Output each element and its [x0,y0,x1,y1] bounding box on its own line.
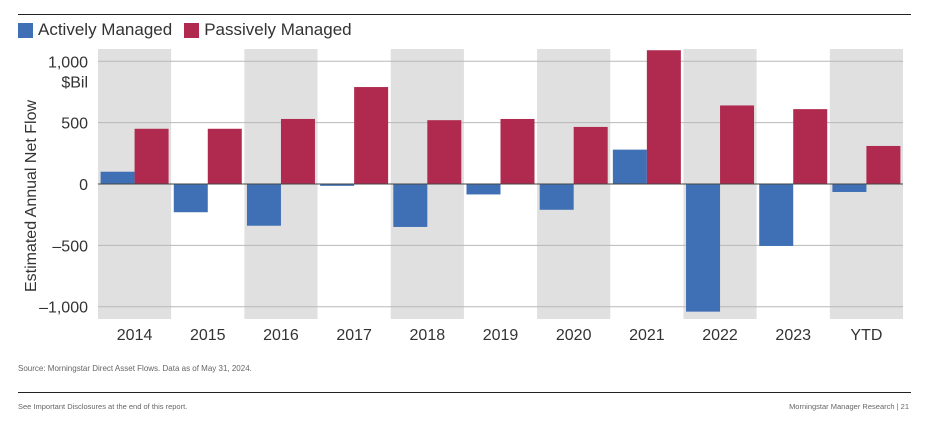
footer-page-info: Morningstar Manager Research | 21 [789,402,909,411]
bar-passively-managed [573,126,608,184]
legend-swatch-passively-managed [184,22,200,38]
y-axis-title: Estimated Annual Net Flow [23,100,40,293]
x-tick-label: 2017 [336,327,372,344]
legend-label-passively-managed: Passively Managed [204,20,352,39]
bar-actively-managed [686,184,721,312]
bar-passively-managed [134,128,169,184]
bar-passively-managed [207,128,242,184]
legend-label-actively-managed: Actively Managed [38,20,173,39]
y-tick-label: –500 [52,238,88,255]
x-tick-label: 2018 [410,327,446,344]
legend-swatch-actively-managed [18,22,33,38]
bar-passively-managed [427,120,462,184]
bar-passively-managed [646,50,681,185]
legend-item-passively-managed: Passively Managed [184,20,352,40]
bar-passively-managed [720,105,755,184]
bar-actively-managed [466,184,501,195]
y-tick-label: –1,000 [39,300,88,317]
bar-actively-managed [612,149,647,184]
bar-actively-managed [246,184,281,226]
y-tick-label: 0 [79,177,88,194]
x-tick-label: 2021 [629,327,665,344]
bar-actively-managed [832,184,867,192]
bar-passively-managed [354,87,389,184]
top-rule [18,14,911,15]
chart-area: 1,000 500 0 –500 –1,000 $Bil Estimated Annual … [23,49,903,344]
bar-actively-managed [759,184,794,246]
chart-legend: Actively Managed Passively Managed [18,20,364,40]
x-tick-label: 2014 [117,327,153,344]
x-tick-label: 2019 [483,327,519,344]
x-tick-label: 2022 [702,327,738,344]
x-tick-label: 2015 [190,327,226,344]
y-unit-label: $Bil [61,74,88,91]
legend-item-actively-managed: Actively Managed [18,20,172,40]
bottom-rule [18,392,911,393]
bar-actively-managed [539,184,574,210]
bar-actively-managed [100,171,135,184]
bar-passively-managed [500,118,535,184]
footer-disclosure: See Important Disclosures at the end of … [18,402,188,411]
x-tick-label: 2016 [263,327,299,344]
x-tick-label: 2020 [556,327,592,344]
bar-actively-managed [173,184,208,213]
x-tick-label: 2023 [775,327,811,344]
bar-actively-managed [320,184,355,186]
x-tick-label: YTD [850,327,882,344]
source-note: Source: Morningstar Direct Asset Flows. … [18,364,252,373]
bar-actively-managed [393,184,428,227]
bar-passively-managed [866,145,901,184]
bar-passively-managed [793,109,828,184]
y-tick-label: 1,000 [48,54,88,71]
y-tick-label: 500 [61,116,88,133]
bar-passively-managed [280,118,315,184]
